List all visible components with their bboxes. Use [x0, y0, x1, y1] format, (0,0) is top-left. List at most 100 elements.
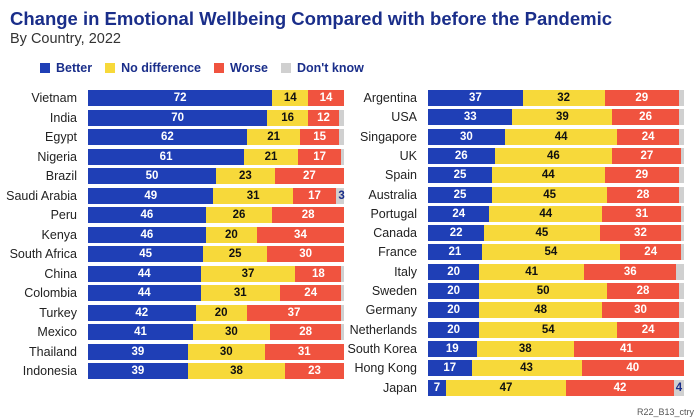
- stacked-bar: 50 23 27: [88, 168, 344, 184]
- bar-segment-dont-know: [338, 109, 344, 126]
- bar-segment-worse: 42: [566, 379, 674, 396]
- bar-segment-no-difference: 31: [213, 187, 293, 204]
- bar-segment-no-difference: 44: [492, 167, 605, 184]
- bar-segment-no-difference: 45: [484, 225, 600, 242]
- bar-row: Japan 7 47 42 4: [340, 379, 684, 396]
- chart-title: Change in Emotional Wellbeing Compared w…: [10, 8, 613, 29]
- bar-row: Brazil 50 23 27: [0, 168, 344, 184]
- category-label: Saudi Arabia: [6, 188, 77, 203]
- legend-swatch-no-difference: [105, 63, 116, 73]
- bar-segment-better: 21: [428, 244, 482, 261]
- stacked-bar: 45 25 30: [88, 246, 344, 262]
- bar-segment-no-difference: 50: [479, 283, 608, 299]
- bar-row: Singapore 30 44 24: [340, 128, 684, 145]
- bar-segment-dont-know: 4: [673, 379, 684, 396]
- bar-segment-better: 25: [428, 167, 492, 184]
- bar-segment-dont-know: [341, 265, 344, 282]
- legend: Better No difference Worse Don't know: [40, 61, 377, 75]
- bar-segment-dont-know: [681, 147, 684, 164]
- category-label: Japan: [382, 380, 417, 395]
- category-label: Argentina: [363, 91, 417, 105]
- stacked-bar: 17 43 40: [428, 360, 684, 377]
- bar-segment-no-difference: 38: [187, 363, 286, 379]
- bar-segment-dont-know: [681, 244, 684, 261]
- bar-segment-no-difference: 25: [203, 246, 268, 262]
- bar-segment-better: 39: [88, 343, 188, 360]
- stacked-bar: 20 50 28: [428, 283, 684, 299]
- category-label: Brazil: [45, 169, 77, 183]
- bar-segment-worse: 28: [607, 186, 679, 203]
- bar-segment-dont-know: [678, 302, 684, 319]
- bar-segment-no-difference: 46: [494, 147, 613, 164]
- bar-row: Hong Kong 17 43 40: [340, 360, 684, 377]
- bar-row: Nigeria 61 21 17: [0, 148, 344, 165]
- legend-label-no-difference: No difference: [121, 61, 202, 75]
- bar-segment-no-difference: 44: [504, 128, 618, 145]
- stacked-bar: 25 45 28: [428, 186, 684, 203]
- bar-segment-no-difference: 30: [187, 343, 265, 360]
- bar-segment-better: 17: [428, 360, 472, 377]
- bar-row: Canada 22 45 32: [340, 225, 684, 242]
- bar-segment-dont-know: [678, 167, 684, 184]
- bar-segment-no-difference: 14: [272, 90, 309, 106]
- bar-row: USA 33 39 26: [340, 109, 684, 126]
- bar-row: Turkey 42 20 37: [0, 304, 344, 321]
- category-label: Canada: [373, 226, 417, 241]
- bar-row: Indonesia 39 38 23: [0, 363, 344, 379]
- bar-segment-worse: 23: [285, 363, 344, 379]
- legend-label-dont-know: Don't know: [297, 61, 364, 75]
- bar-row: Peru 46 26 28: [0, 207, 344, 223]
- category-label: Thailand: [29, 344, 77, 359]
- bar-segment-better: 45: [88, 246, 204, 262]
- bar-segment-better: 46: [88, 207, 206, 223]
- stacked-bar: 61 21 17: [88, 148, 344, 165]
- category-label: Portugal: [370, 206, 417, 221]
- bar-segment-better: 26: [428, 147, 495, 164]
- bar-segment-no-difference: 39: [512, 109, 613, 126]
- bar-row: India 70 16 12: [0, 109, 344, 126]
- bar-segment-worse: 37: [246, 304, 342, 321]
- bar-segment-no-difference: 30: [192, 324, 270, 340]
- bar-segment-worse: 28: [607, 283, 679, 299]
- bar-segment-worse: 30: [602, 302, 679, 319]
- category-label: South Africa: [9, 247, 77, 261]
- legend-item-worse: Worse: [214, 61, 268, 75]
- category-label: Singapore: [360, 129, 417, 144]
- bar-segment-better: 46: [88, 226, 206, 243]
- category-label: Vietnam: [31, 91, 77, 105]
- bar-segment-dont-know: [681, 225, 684, 242]
- bar-segment-better: 62: [88, 129, 247, 145]
- bar-segment-dont-know: [341, 324, 344, 340]
- stacked-bar: 39 38 23: [88, 363, 344, 379]
- legend-swatch-worse: [214, 63, 225, 73]
- bar-row: Vietnam 72 14 14: [0, 90, 344, 106]
- bar-segment-better: 44: [88, 265, 201, 282]
- bar-row: Thailand 39 30 31: [0, 343, 344, 360]
- category-label: China: [44, 266, 77, 281]
- bar-segment-worse: 32: [599, 225, 682, 242]
- category-label: Germany: [365, 303, 417, 318]
- bar-segment-no-difference: 20: [195, 304, 247, 321]
- bar-segment-no-difference: 31: [200, 285, 280, 301]
- bar-row: China 44 37 18: [0, 265, 344, 282]
- bar-segment-better: 42: [88, 304, 196, 321]
- bar-row: Netherlands 20 54 24: [340, 321, 684, 338]
- bar-segment-better: 33: [428, 109, 513, 126]
- bar-segment-no-difference: 43: [471, 360, 582, 377]
- bar-row: Australia 25 45 28: [340, 186, 684, 203]
- bar-segment-worse: 31: [602, 205, 682, 222]
- stacked-bar: 20 41 36: [428, 263, 684, 280]
- bar-segment-better: 25: [428, 186, 492, 203]
- stacked-bar: 49 31 17 3: [88, 187, 345, 204]
- dont-know-label: 3: [338, 189, 345, 202]
- stacked-bar: 25 44 29: [428, 167, 684, 184]
- category-label: Mexico: [37, 325, 77, 339]
- stacked-bar: 46 20 34: [88, 226, 344, 243]
- bar-segment-worse: 17: [297, 148, 342, 165]
- bar-segment-no-difference: 44: [489, 205, 603, 222]
- bar-segment-dont-know: [678, 283, 684, 299]
- bar-segment-better: 61: [88, 148, 245, 165]
- category-label: Australia: [368, 187, 417, 202]
- bar-row: France 21 54 24: [340, 244, 684, 261]
- category-label: India: [49, 110, 77, 125]
